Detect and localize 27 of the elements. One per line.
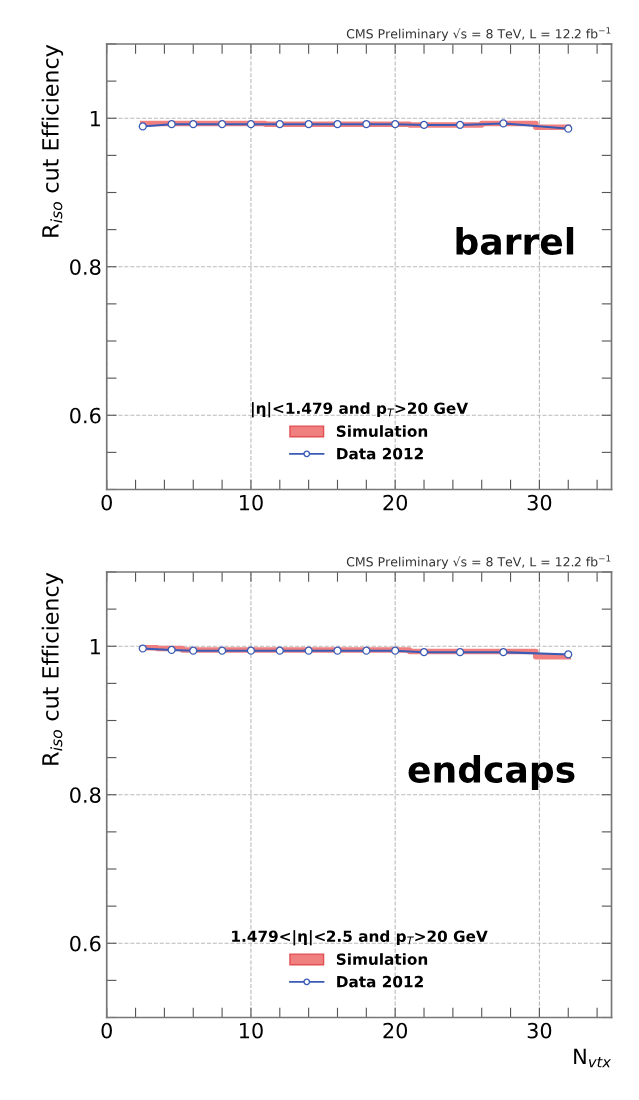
x-tick-label: 20 <box>383 494 408 511</box>
y-axis-title: R$_{iso}$ cut Efficiency <box>41 44 64 237</box>
y-tick-label: 0.8 <box>70 259 101 275</box>
x-tick-label: 30 <box>527 1022 552 1039</box>
legend-label: Data 2012 <box>337 975 423 988</box>
x-tick-label: 10 <box>239 494 263 511</box>
legend-label: Simulation <box>336 425 428 437</box>
y-tick-label: 1 <box>90 638 100 655</box>
x-tick-label: 20 <box>383 1022 408 1039</box>
x-tick-label: 0 <box>101 1022 112 1039</box>
legend-title: |η|<1.479 and p$_{T}$>20 GeV <box>251 402 469 418</box>
legend-label: Data 2012 <box>337 447 423 460</box>
chart-title: CMS Preliminary √s = 8 TeV, L = 12.2 fb$^{−1}$ <box>346 555 611 569</box>
x-axis-title: N$_{vtx}$ <box>574 1048 612 1068</box>
legend-label: Simulation <box>336 953 428 965</box>
chart-title: CMS Preliminary √s = 8 TeV, L = 12.2 fb$^{−1}$ <box>346 27 611 41</box>
x-tick-label: 0 <box>101 494 112 511</box>
y-axis-title: R$_{iso}$ cut Efficiency <box>41 572 64 765</box>
x-tick-label: 30 <box>527 494 552 511</box>
y-tick-label: 0.8 <box>70 787 101 803</box>
annotation: endcaps <box>408 755 575 790</box>
y-tick-label: 0.6 <box>70 935 101 952</box>
annotation: barrel <box>456 227 574 255</box>
legend-title: 1.479<|η|<2.5 and p$_{T}$>20 GeV <box>232 930 488 946</box>
y-tick-label: 1 <box>90 110 100 127</box>
y-tick-label: 0.6 <box>70 407 101 424</box>
x-tick-label: 10 <box>239 1022 263 1039</box>
